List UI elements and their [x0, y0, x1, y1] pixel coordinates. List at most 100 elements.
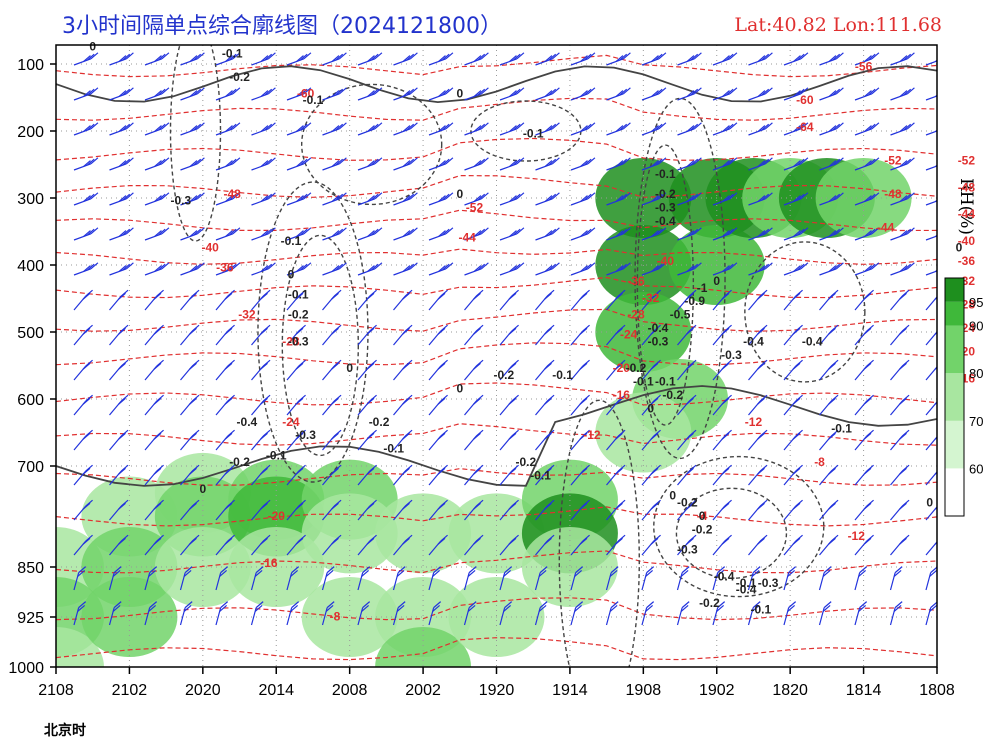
- temperature-label: -36: [627, 274, 645, 288]
- wind-barb-feather: [899, 362, 907, 370]
- wind-barb-feather: [475, 499, 484, 507]
- wind-barb-feather: [645, 604, 654, 612]
- wind-barb-feather: [264, 123, 273, 131]
- wind-barb-feather: [716, 604, 725, 612]
- omega-isoline: [634, 97, 726, 460]
- wind-barb-feather: [120, 534, 129, 542]
- wind-barb-feather: [694, 157, 702, 165]
- wind-barb-feather: [264, 193, 273, 201]
- wind-barb-feather: [260, 195, 269, 203]
- wind-barb-feather: [725, 88, 734, 96]
- wind-barb-feather: [361, 604, 370, 612]
- wind-barb-feather: [370, 88, 379, 96]
- wind-barb-feather: [397, 566, 406, 574]
- wind-barb-feather: [864, 265, 872, 273]
- wind-barb-feather: [189, 195, 198, 203]
- wind-barb-feather: [90, 122, 99, 130]
- wind-barb-feather: [858, 569, 867, 577]
- wind-barb-feather: [690, 263, 699, 271]
- wind-barb-feather: [800, 192, 809, 200]
- wind-barb-feather: [473, 362, 481, 370]
- wind-barb-feather: [189, 160, 198, 168]
- wind-barb-feather: [260, 125, 269, 133]
- wind-barb-feather: [339, 192, 347, 200]
- wind-barb-feather: [903, 228, 912, 236]
- wind-barb-feather: [260, 327, 268, 335]
- wind-barb-feather: [938, 465, 945, 471]
- wind-barb-feather: [752, 566, 761, 574]
- x-tick-label: 1814: [846, 682, 882, 699]
- wind-barb-feather: [650, 432, 659, 440]
- wind-barb-feather: [477, 123, 486, 131]
- temperature-label: -52: [958, 154, 976, 168]
- wind-barb-feather: [582, 359, 590, 367]
- wind-barb-feather: [118, 327, 126, 335]
- wind-barb-feather: [156, 499, 164, 507]
- wind-barb-feather: [85, 359, 93, 367]
- wind-barb-feather: [189, 467, 197, 475]
- wind-barb: [925, 270, 937, 276]
- wind-barb-feather: [406, 158, 415, 166]
- wind-barb-feather: [118, 55, 127, 63]
- y-axis-ticks: 100 200 300 400 500 600 700 850 925 1000: [8, 57, 56, 677]
- wind-barb-feather: [654, 193, 663, 201]
- wind-barb-feather: [362, 566, 371, 574]
- wind-barb-feather: [440, 289, 448, 297]
- wind-barb-feather: [366, 362, 375, 370]
- wind-barb-feather: [823, 601, 832, 609]
- wind-barb-feather: [544, 362, 552, 370]
- wind-barb-feather: [402, 432, 410, 440]
- wind-barb-feather: [441, 193, 450, 201]
- wind-barb-feather: [907, 227, 915, 235]
- wind-barb-feather: [864, 90, 872, 98]
- wind-barb-feather: [654, 53, 663, 61]
- omega-label: 0: [89, 40, 96, 54]
- wind-barb-feather: [296, 230, 304, 238]
- wind-barb-feather: [729, 227, 738, 235]
- wind-barb-feather: [232, 52, 241, 60]
- wind-barb-feather: [260, 397, 268, 405]
- wind-barb-feather: [907, 262, 915, 270]
- wind-barb-feather: [653, 464, 661, 472]
- wind-barb-feather: [367, 230, 375, 238]
- wind-barb-feather: [863, 537, 872, 545]
- wind-barb-feather: [296, 125, 304, 133]
- wind-barb-feather: [225, 265, 233, 273]
- temperature-isoline: [56, 382, 937, 406]
- wind-barb-feather: [512, 228, 521, 236]
- wind-barb-feather: [757, 55, 766, 63]
- wind-barb-feather: [193, 193, 202, 201]
- wind-barb-feather: [544, 327, 552, 335]
- wind-barb-feather: [645, 569, 654, 577]
- wind-barb-feather: [299, 193, 308, 201]
- wind-barb-feather: [828, 502, 836, 510]
- wind-barb-feather: [871, 87, 880, 95]
- wind-barb-feather: [903, 158, 912, 166]
- wind-barb-feather: [899, 195, 908, 203]
- wind-barb-feather: [729, 122, 738, 130]
- omega-label: 0: [669, 489, 676, 503]
- wind-barb-feather: [934, 471, 937, 475]
- temperature-isoline: [56, 174, 937, 198]
- wind-barb-feather: [830, 289, 839, 297]
- colorbar-segment: [945, 301, 964, 326]
- rh-cell: [81, 577, 178, 657]
- wind-barb-feather: [83, 55, 91, 63]
- wind-barb-feather: [863, 397, 872, 405]
- wind-barb-feather: [477, 228, 486, 236]
- wind-barb-feather: [406, 228, 415, 236]
- wind-barb-feather: [688, 534, 697, 542]
- wind-barb-feather: [366, 292, 375, 300]
- wind-barb-feather: [544, 432, 552, 440]
- wind-barb-feather: [686, 125, 695, 133]
- wind-barb-feather: [440, 429, 448, 437]
- wind-barb-feather: [828, 265, 837, 273]
- wind-barb-feather: [615, 397, 623, 405]
- wind-barb-feather: [583, 158, 592, 166]
- wind-barb-feather: [197, 87, 205, 95]
- wind-barb-feather: [646, 601, 655, 609]
- wind-barb-feather: [85, 464, 93, 472]
- wind-barb-feather: [83, 125, 91, 133]
- temperature-label: -12: [745, 415, 763, 429]
- wind-barb-feather: [260, 292, 268, 300]
